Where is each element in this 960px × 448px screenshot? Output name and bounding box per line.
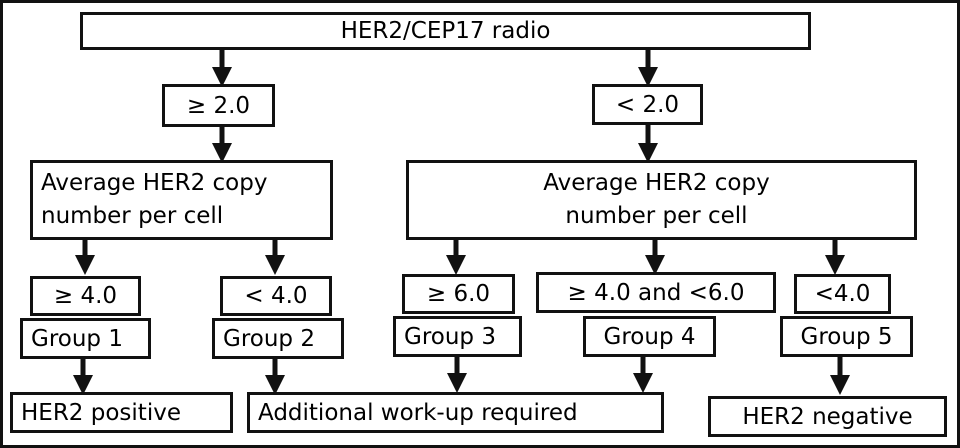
- copy-number-right-box: Average HER2 copy number per cell: [406, 160, 917, 240]
- branch-lt-4-box: < 4.0: [220, 276, 332, 316]
- copy-number-left-box: Average HER2 copy number per cell: [30, 160, 333, 240]
- her2-positive-box: HER2 positive: [10, 392, 233, 433]
- title-box: HER2/CEP17 radio: [80, 12, 811, 50]
- branch-ge-4-box: ≥ 4.0: [30, 276, 141, 316]
- ratio-low-box: < 2.0: [592, 84, 703, 125]
- branch-lt-4-right-box: <4.0: [794, 274, 891, 314]
- branch-4-to-6-box: ≥ 4.0 and <6.0: [536, 272, 776, 313]
- group-1-box: Group 1: [20, 318, 151, 359]
- group-5-box: Group 5: [780, 316, 913, 357]
- group-3-box: Group 3: [393, 316, 522, 357]
- group-4-box: Group 4: [583, 316, 716, 357]
- her2-negative-box: HER2 negative: [708, 396, 947, 437]
- additional-workup-box: Additional work-up required: [247, 392, 664, 433]
- ratio-high-box: ≥ 2.0: [162, 84, 275, 127]
- group-2-box: Group 2: [212, 318, 344, 359]
- branch-ge-6-box: ≥ 6.0: [402, 274, 515, 314]
- arrows-layer: [73, 49, 850, 395]
